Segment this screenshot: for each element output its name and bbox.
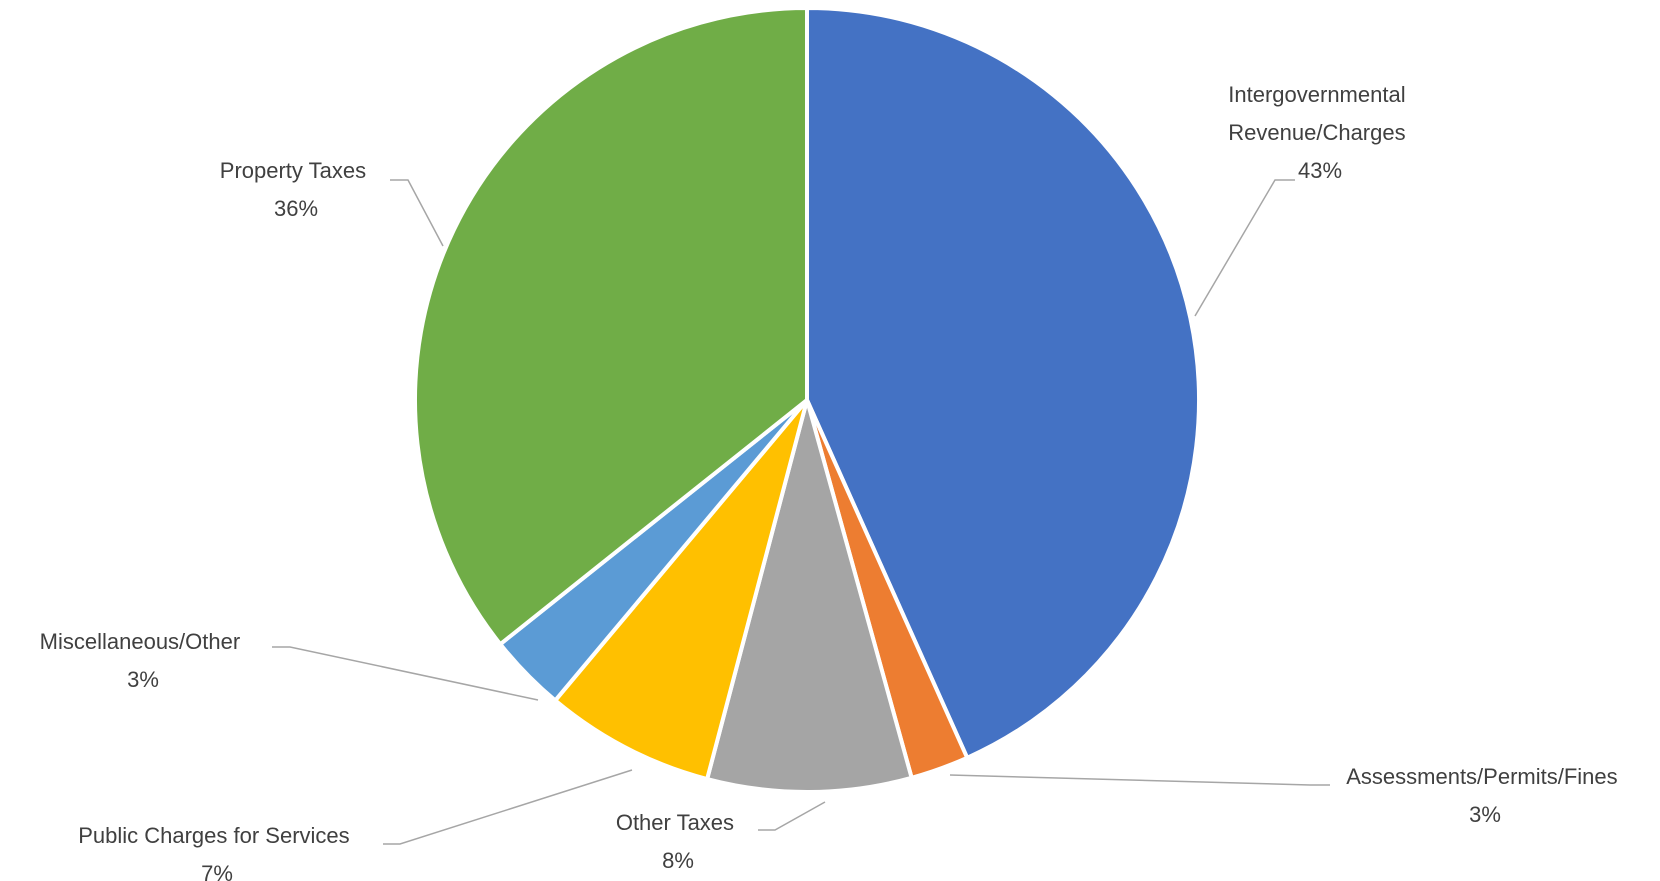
data-labels: Intergovernmental Revenue/Charges 43% As… (40, 82, 1624, 881)
label-miscellaneous-value: 3% (127, 667, 159, 692)
label-assessments: Assessments/Permits/Fines 3% (1346, 764, 1624, 827)
label-other-taxes: Other Taxes 8% (616, 810, 740, 873)
label-intergovernmental-line2: Revenue/Charges (1228, 120, 1405, 145)
pie-slice-intergovernmental-revenue-charges (805, 5, 1201, 761)
label-miscellaneous: Miscellaneous/Other 3% (40, 629, 247, 692)
label-miscellaneous-name: Miscellaneous/Other (40, 629, 241, 654)
leader-line-miscellaneous (272, 646, 539, 701)
label-public-charges: Public Charges for Services 7% (78, 823, 356, 881)
pie-slice-other-taxes (704, 392, 915, 794)
label-public-charges-value: 7% (201, 861, 233, 881)
label-intergovernmental-value: 43% (1298, 158, 1342, 183)
leader-line-intergovernmental (1194, 179, 1295, 317)
pie-slice-public-charges-for-services (552, 398, 809, 782)
leader-line-other-taxes (758, 801, 826, 831)
leader-line-public-charges (383, 769, 633, 845)
leader-line-property-taxes (390, 179, 444, 247)
label-assessments-value: 3% (1469, 802, 1501, 827)
leader-lines (272, 179, 1330, 845)
label-intergovernmental-line1: Intergovernmental (1228, 82, 1405, 107)
label-property-taxes: Property Taxes 36% (220, 158, 372, 221)
label-public-charges-name: Public Charges for Services (78, 823, 349, 848)
label-property-taxes-value: 36% (274, 196, 318, 221)
pie-slice-property-taxes (413, 5, 809, 647)
label-other-taxes-value: 8% (662, 848, 694, 873)
label-other-taxes-name: Other Taxes (616, 810, 734, 835)
label-property-taxes-name: Property Taxes (220, 158, 366, 183)
leader-line-assessments (949, 774, 1330, 786)
pie-slices (413, 5, 1201, 794)
label-assessments-name: Assessments/Permits/Fines (1346, 764, 1617, 789)
label-intergovernmental: Intergovernmental Revenue/Charges 43% (1228, 82, 1411, 183)
